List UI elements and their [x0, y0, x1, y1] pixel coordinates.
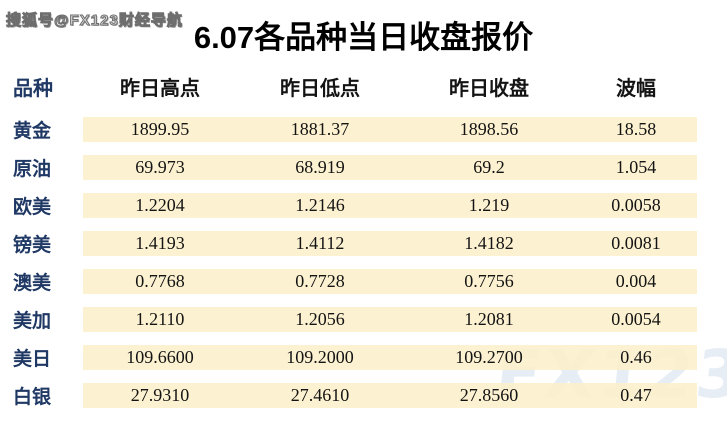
value-range: 0.47: [575, 383, 697, 408]
header-yesterday-high: 昨日高点: [120, 77, 200, 100]
table-row-usdjpy: 美日 109.6600 109.2000 109.2700 0.46: [10, 345, 697, 370]
value-low: 27.4610: [237, 383, 403, 408]
table-row-crude-oil: 原油 69.973 68.919 69.2 1.054: [10, 155, 697, 180]
value-high: 1.2204: [83, 193, 237, 218]
value-range: 0.46: [575, 345, 697, 370]
value-high: 109.6600: [83, 345, 237, 370]
value-low: 1.4112: [237, 231, 403, 256]
product-label: 原油: [13, 159, 52, 180]
value-close: 1.2081: [403, 307, 575, 332]
product-label: 白银: [13, 387, 52, 408]
value-high: 1899.95: [83, 117, 237, 142]
table-row-audusd: 澳美 0.7768 0.7728 0.7756 0.004: [10, 269, 697, 294]
table-row-silver: 白银 27.9310 27.4610 27.8560 0.47: [10, 383, 697, 408]
product-label: 镑美: [13, 235, 52, 256]
quotes-table: 品种 昨日高点 昨日低点 昨日收盘 波幅 黄金 1899.95 1881.37 …: [10, 68, 697, 421]
table-header-row: 品种 昨日高点 昨日低点 昨日收盘 波幅: [10, 68, 697, 104]
product-label: 澳美: [13, 273, 52, 294]
value-high: 1.4193: [83, 231, 237, 256]
header-range: 波幅: [616, 77, 656, 100]
value-range: 18.58: [575, 117, 697, 142]
value-close: 27.8560: [403, 383, 575, 408]
value-high: 69.973: [83, 155, 237, 180]
product-label: 美加: [13, 311, 52, 332]
value-close: 1.4182: [403, 231, 575, 256]
table-row-usdcad: 美加 1.2110 1.2056 1.2081 0.0054: [10, 307, 697, 332]
value-close: 109.2700: [403, 345, 575, 370]
table-row-gbpusd: 镑美 1.4193 1.4112 1.4182 0.0081: [10, 231, 697, 256]
value-range: 0.0054: [575, 307, 697, 332]
value-low: 1.2056: [237, 307, 403, 332]
value-low: 1881.37: [237, 117, 403, 142]
table-row-gold: 黄金 1899.95 1881.37 1898.56 18.58: [10, 117, 697, 142]
page-title: 6.07各品种当日收盘报价: [193, 20, 534, 55]
source-watermark: 搜狐号@FX123财经导航: [6, 12, 183, 30]
value-low: 109.2000: [237, 345, 403, 370]
product-label: 美日: [13, 349, 52, 370]
value-close: 0.7756: [403, 269, 575, 294]
product-label: 黄金: [13, 121, 52, 142]
value-range: 1.054: [575, 155, 697, 180]
value-close: 1.219: [403, 193, 575, 218]
value-range: 0.0081: [575, 231, 697, 256]
value-low: 0.7728: [237, 269, 403, 294]
value-close: 1898.56: [403, 117, 575, 142]
header-yesterday-close: 昨日收盘: [449, 77, 529, 100]
value-range: 0.004: [575, 269, 697, 294]
header-product: 品种: [13, 77, 53, 100]
value-close: 69.2: [403, 155, 575, 180]
value-high: 27.9310: [83, 383, 237, 408]
value-high: 1.2110: [83, 307, 237, 332]
value-low: 68.919: [237, 155, 403, 180]
value-range: 0.0058: [575, 193, 697, 218]
value-low: 1.2146: [237, 193, 403, 218]
product-label: 欧美: [13, 197, 52, 218]
value-high: 0.7768: [83, 269, 237, 294]
header-yesterday-low: 昨日低点: [280, 77, 360, 100]
table-row-eurusd: 欧美 1.2204 1.2146 1.219 0.0058: [10, 193, 697, 218]
